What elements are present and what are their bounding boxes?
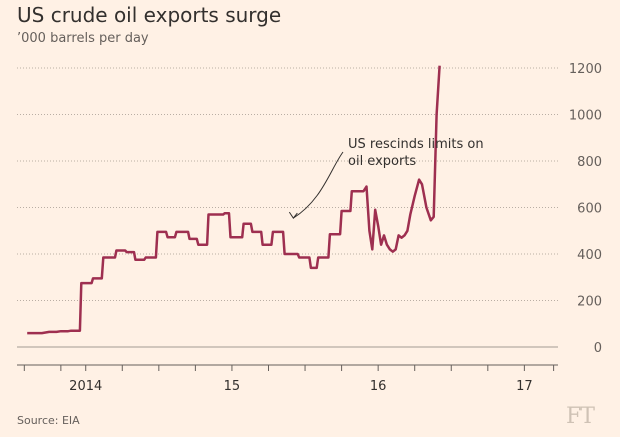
y-tick-label: 1000 bbox=[569, 109, 602, 124]
x-tick-label: 2014 bbox=[69, 379, 102, 394]
y-tick-label: 600 bbox=[577, 202, 602, 217]
series bbox=[27, 65, 441, 335]
annotation-arrow bbox=[293, 151, 344, 219]
annotation-text: oil exports bbox=[348, 154, 416, 169]
x-tick-label: 17 bbox=[516, 379, 533, 394]
x-axis: 2014 15 16 17 bbox=[17, 364, 558, 394]
x-tick-label: 15 bbox=[224, 379, 241, 394]
ft-logo: FT bbox=[566, 404, 595, 429]
source-note: Source: EIA bbox=[17, 414, 80, 427]
annotation: US rescinds limits on oil exports bbox=[288, 137, 484, 219]
y-tick-label: 1200 bbox=[569, 62, 602, 77]
annotation-text: US rescinds limits on bbox=[348, 137, 484, 152]
chart-title: US crude oil exports surge bbox=[17, 3, 282, 27]
chart-subtitle: ’000 barrels per day bbox=[17, 31, 149, 46]
y-tick-label: 0 bbox=[594, 341, 602, 356]
gridlines bbox=[17, 67, 558, 348]
x-tick-label: 16 bbox=[370, 379, 387, 394]
y-tick-label: 800 bbox=[577, 155, 602, 170]
y-tick-label: 200 bbox=[577, 295, 602, 310]
annotation-arrowhead bbox=[288, 211, 298, 219]
y-axis: 0 200 400 600 800 1000 1200 bbox=[569, 62, 602, 356]
series-line bbox=[27, 65, 441, 335]
y-tick-label: 400 bbox=[577, 248, 602, 263]
